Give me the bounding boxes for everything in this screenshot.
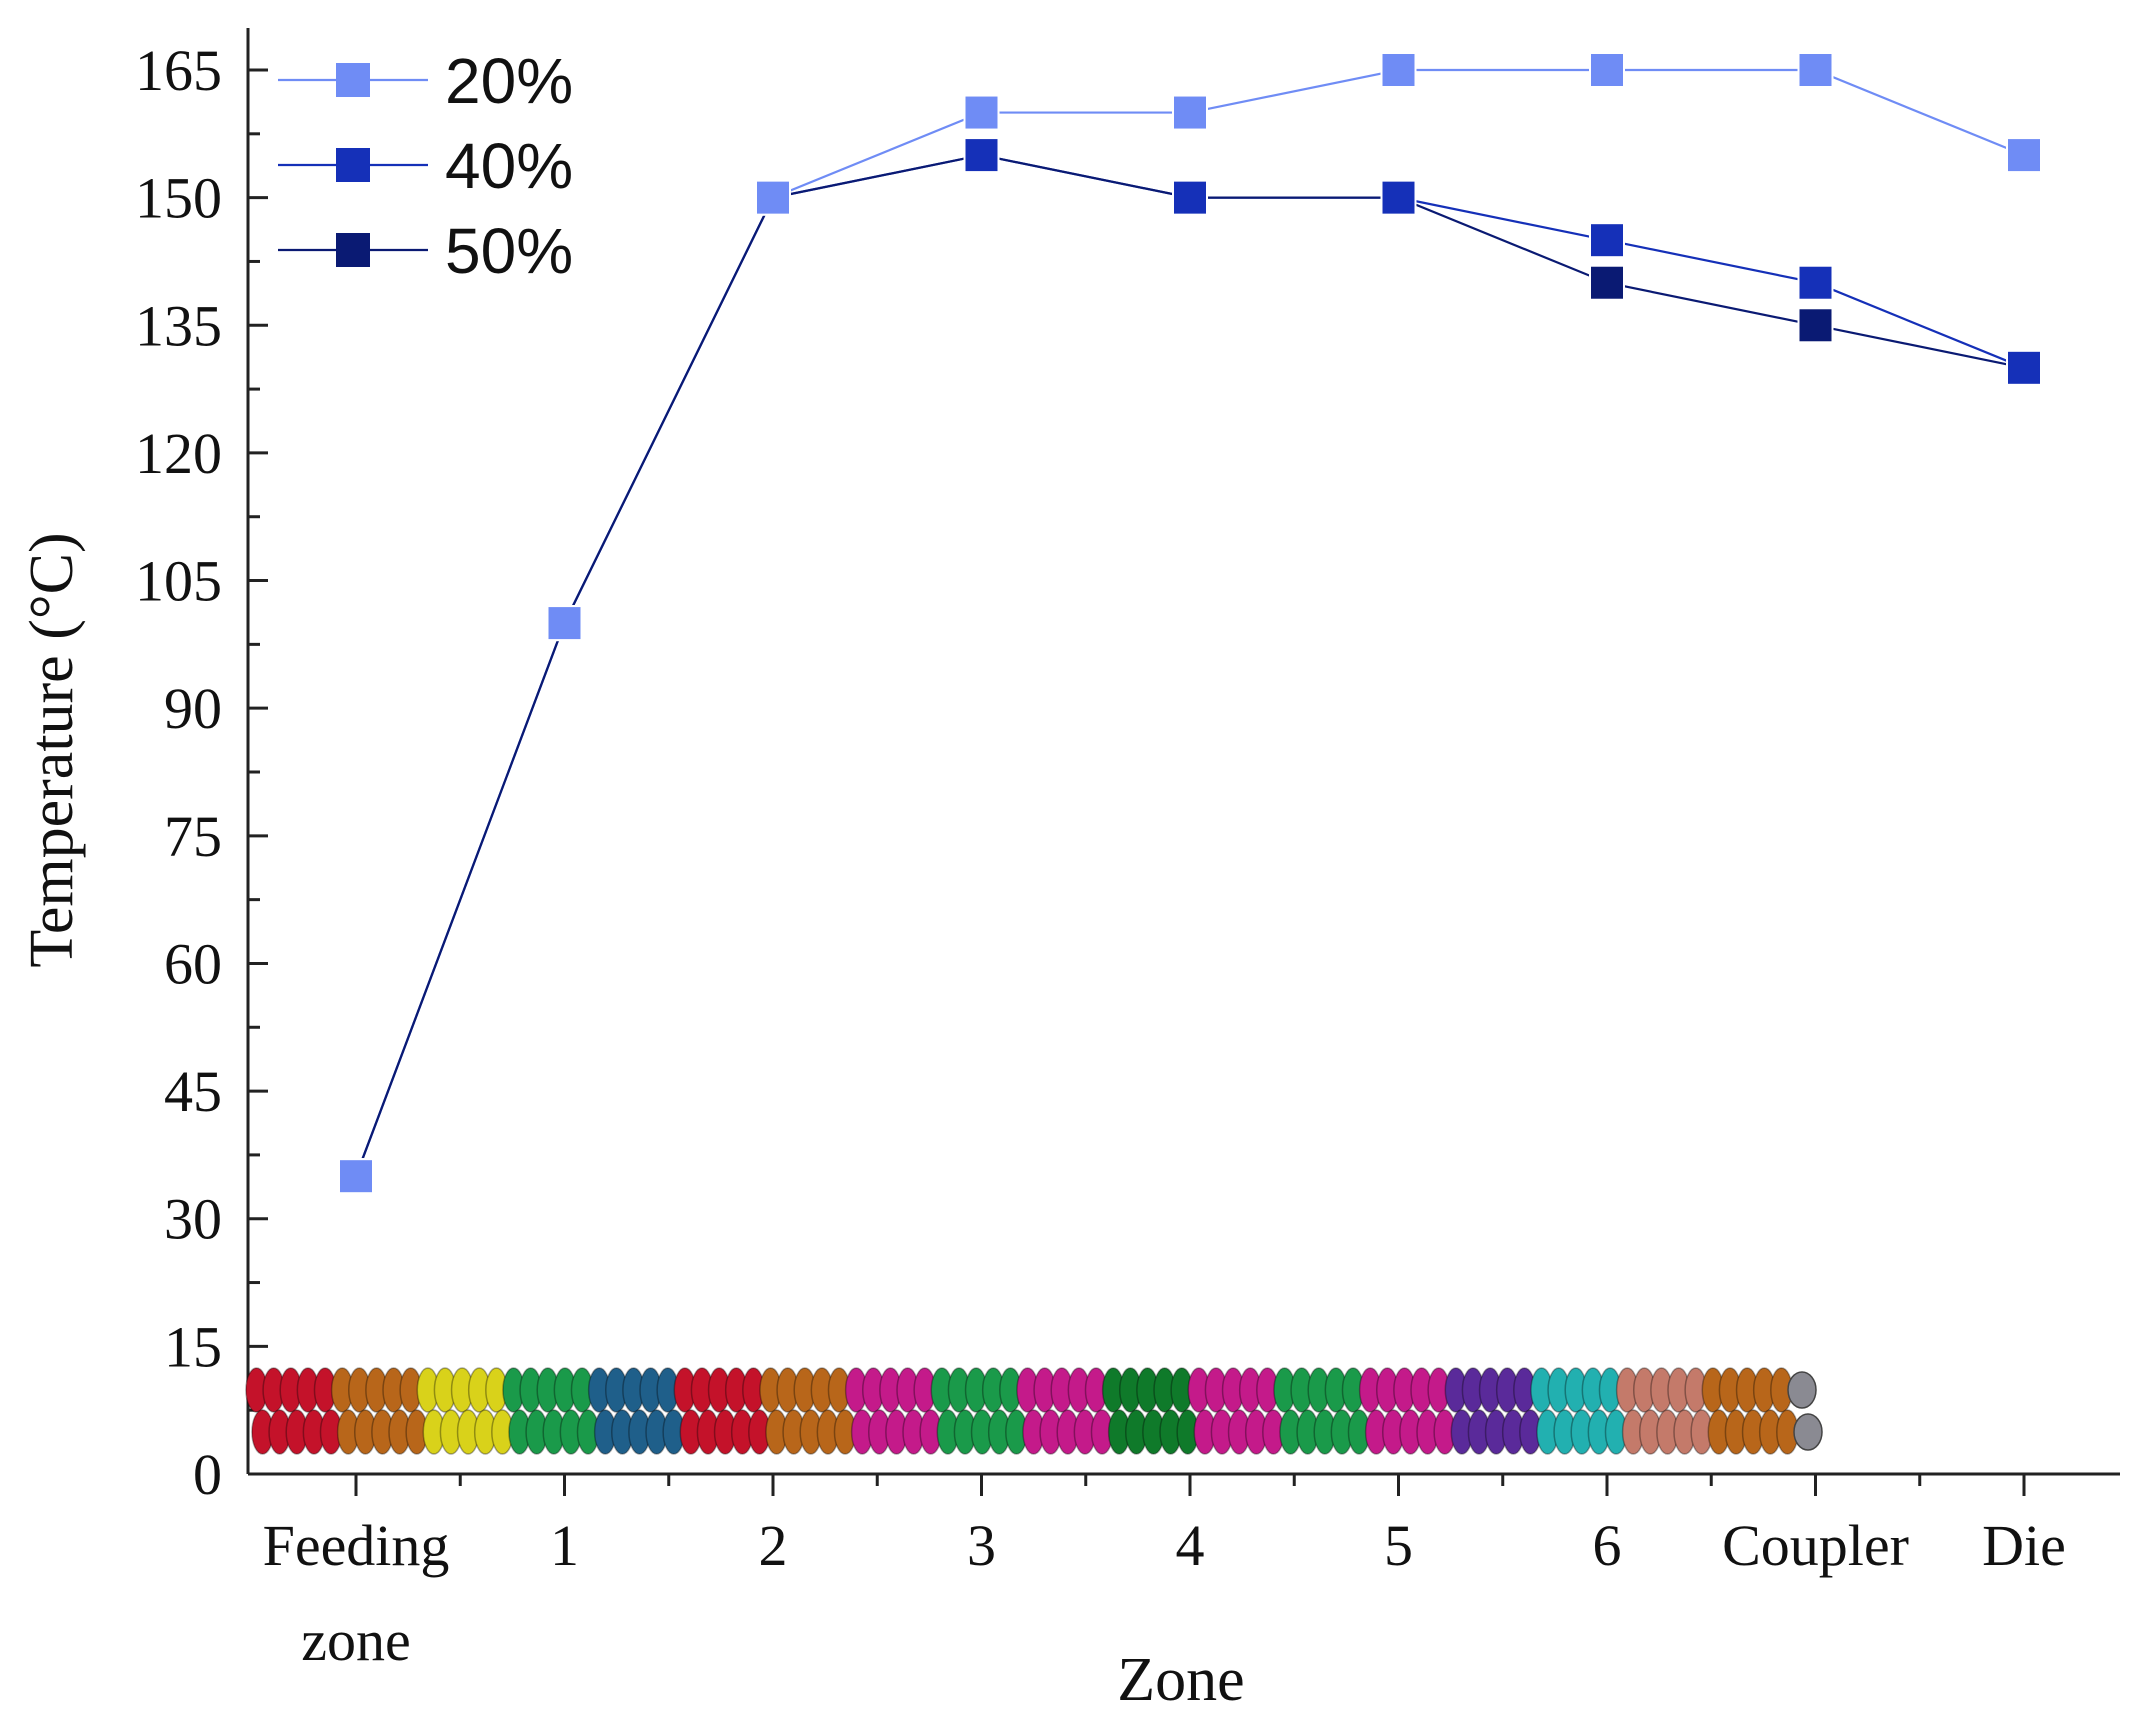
series-line-50pct <box>354 153 2025 1177</box>
y-tick-label: 15 <box>164 1314 222 1379</box>
legend-marker <box>336 63 370 97</box>
data-point-20pct <box>963 94 1000 131</box>
x-tick-label: Feeding <box>263 1513 450 1578</box>
data-point-20pct <box>2006 137 2042 174</box>
data-point-20pct <box>1589 52 1625 88</box>
data-point-20pct <box>1380 52 1417 88</box>
legend-label: 40% <box>445 130 573 202</box>
data-point-40pct <box>1172 179 1208 216</box>
series-lines <box>354 68 2025 1177</box>
data-point-20pct <box>1797 52 1834 88</box>
y-tick-label: 90 <box>164 676 222 741</box>
y-tick-label: 135 <box>135 293 222 358</box>
y-tick-label: 150 <box>135 166 222 231</box>
series-line-20pct <box>354 68 2025 1177</box>
data-point-40pct <box>1589 222 1625 259</box>
y-ticks: 0 15 30 45 60 75 90 105 120 135 150 165 <box>135 38 268 1507</box>
x-tick-label: 2 <box>759 1513 788 1578</box>
legend: 20% 40% 50% <box>278 45 573 287</box>
screw-tip <box>1787 1371 1817 1409</box>
data-point-20pct <box>1172 94 1208 131</box>
y-tick-label: 75 <box>164 804 222 869</box>
data-point-20pct <box>338 1158 374 1195</box>
data-point-50pct <box>1797 307 1834 344</box>
extruder-twin-screw-illustration <box>245 1367 1823 1455</box>
legend-label: 20% <box>445 45 573 117</box>
y-axis-title: Temperature (°C) <box>18 532 86 967</box>
data-point-40pct <box>963 137 1000 174</box>
data-point-20pct <box>755 179 791 216</box>
x-tick-label: zone <box>301 1608 411 1673</box>
x-tick-label: 6 <box>1593 1513 1622 1578</box>
y-tick-label: 30 <box>164 1187 222 1252</box>
y-tick-label: 165 <box>135 38 222 103</box>
series-points <box>338 52 2042 1195</box>
y-tick-label: 105 <box>135 549 222 614</box>
x-tick-label: 4 <box>1176 1513 1205 1578</box>
x-tick-label: 1 <box>550 1513 579 1578</box>
series-line-40pct <box>354 153 2025 1177</box>
data-point-50pct <box>1589 264 1625 301</box>
data-point-40pct <box>1797 264 1834 301</box>
x-tick-label: Coupler <box>1722 1513 1909 1578</box>
y-tick-label: 60 <box>164 931 222 996</box>
x-tick-label: Die <box>1982 1513 2066 1578</box>
y-tick-label: 45 <box>164 1059 222 1124</box>
data-point-40pct <box>1380 179 1417 216</box>
screw-tip <box>1793 1413 1823 1451</box>
legend-marker <box>336 148 370 182</box>
x-tick-label: 3 <box>967 1513 996 1578</box>
y-tick-label: 0 <box>193 1442 222 1507</box>
y-tick-label: 120 <box>135 421 222 486</box>
data-point-20pct <box>546 605 583 642</box>
x-ticks: Feeding zone 1 2 3 4 5 6 Coupler Die <box>263 1474 2066 1673</box>
data-point-40pct <box>2006 349 2042 386</box>
legend-label: 50% <box>445 215 573 287</box>
axes <box>246 28 2120 1476</box>
x-tick-label: 5 <box>1384 1513 1413 1578</box>
legend-marker <box>336 233 370 267</box>
x-axis-title: Zone <box>1117 1646 1244 1714</box>
